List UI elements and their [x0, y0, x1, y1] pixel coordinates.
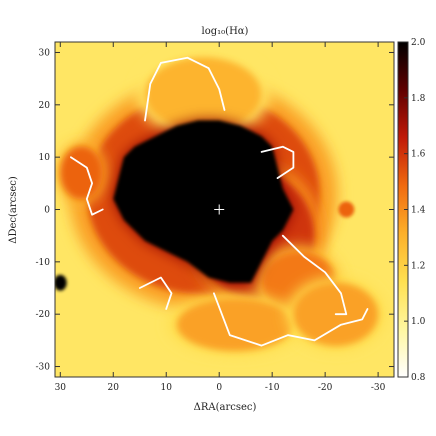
- x-tick-label: 10: [161, 383, 173, 393]
- x-tick-label: 30: [55, 383, 67, 393]
- y-axis-ticks: 30 20 10 0 -10 -20 -30: [36, 48, 394, 373]
- plot-area: 30 20 10 0 -10 -20 -30 30 20 10 0 -10 -20 -30: [36, 41, 395, 393]
- colorbar-tick-label: 1.2: [411, 261, 425, 271]
- colorbar-tick-label: 1.6: [411, 150, 426, 160]
- emission-blob: [55, 274, 67, 291]
- colorbar-tick-label: 1.8: [411, 94, 426, 104]
- emission-blob: [60, 146, 103, 200]
- y-tick-label: -20: [36, 310, 51, 320]
- emission-blob: [145, 57, 262, 132]
- x-tick-label: 0: [216, 383, 222, 393]
- core-region-layer: [113, 120, 294, 283]
- core-region: [113, 120, 294, 283]
- y-axis-label: ΔDec(arcsec): [8, 176, 19, 244]
- x-tick-label: -10: [265, 383, 280, 393]
- colorbar-tick-label: 1.4: [411, 206, 426, 216]
- y-tick-label: 10: [39, 153, 51, 163]
- x-axis-label: ΔRA(arcsec): [194, 402, 257, 413]
- colorbar-tick-label: 1.0: [411, 317, 426, 327]
- colorbar-ticks: 2.0 1.8 1.6 1.4 1.2 1.0 0.8: [404, 38, 426, 383]
- emission-blob: [338, 201, 355, 218]
- y-tick-label: -30: [36, 363, 51, 373]
- arc-overlay-layer: [70, 56, 369, 347]
- y-tick-label: 30: [39, 48, 51, 58]
- white-arc: [281, 234, 348, 316]
- white-arc: [70, 156, 104, 216]
- colorbar: 2.0 1.8 1.6 1.4 1.2 1.0 0.8: [397, 38, 426, 383]
- chart-title: log₁₀(Hα): [202, 26, 249, 37]
- y-tick-label: 0: [44, 206, 50, 216]
- center-marker-layer: [214, 204, 225, 215]
- white-arc: [144, 56, 226, 122]
- white-arc: [138, 276, 173, 310]
- emission-blob: [176, 298, 294, 352]
- x-tick-label: -30: [371, 383, 386, 393]
- white-arc: [213, 292, 369, 347]
- colorbar-tick-label: 0.8: [411, 373, 426, 383]
- colorbar-tick-label: 2.0: [411, 38, 426, 48]
- y-tick-label: -10: [36, 258, 51, 268]
- white-arc: [260, 145, 295, 179]
- x-tick-label: 20: [108, 383, 120, 393]
- x-tick-label: -20: [318, 383, 333, 393]
- y-tick-label: 20: [39, 101, 51, 111]
- x-axis-ticks: 30 20 10 0 -10 -20 -30: [55, 42, 386, 393]
